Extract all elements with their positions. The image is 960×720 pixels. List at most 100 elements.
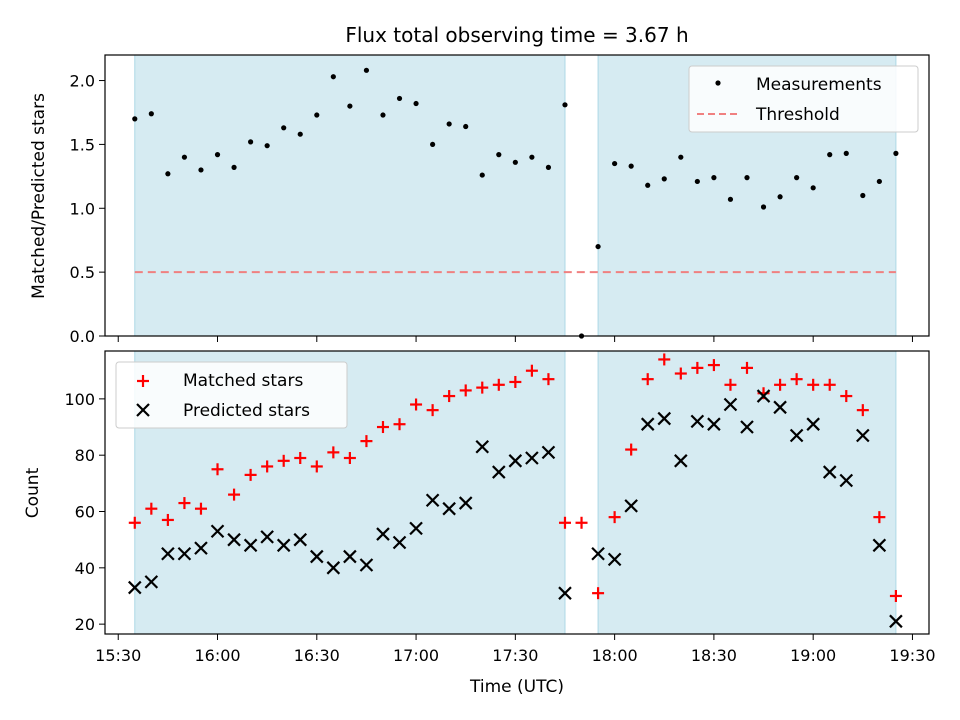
matched-star-point [426, 404, 439, 417]
matched-star-point [161, 513, 174, 526]
measurement-point [612, 160, 618, 167]
measurement-point [860, 192, 866, 199]
matched-star-point [840, 390, 853, 403]
measurement-point [479, 172, 485, 178]
count-series [128, 353, 903, 629]
predicted-star-point [806, 417, 820, 431]
matched-star-point [790, 373, 803, 386]
measurement-point [297, 131, 303, 137]
matched-star-point [625, 443, 638, 456]
matched-star-point [393, 418, 406, 431]
matched-star-point [542, 373, 555, 386]
predicted-star-point [740, 420, 754, 434]
y-tick-label: 80 [75, 446, 95, 465]
measurement-point [678, 154, 684, 160]
matched-star-point [194, 502, 207, 515]
matched-star-point [774, 378, 787, 391]
measurement-point [181, 154, 188, 160]
legend-predicted-label: Predicted stars [183, 401, 310, 421]
measurement-point [512, 159, 518, 165]
measurement-point [330, 74, 336, 80]
y-tick-label: 1.0 [70, 199, 95, 218]
predicted-star-point [359, 558, 374, 572]
predicted-star-point [458, 496, 473, 510]
predicted-star-point [558, 586, 572, 600]
x-tick-label: 15:30 [95, 646, 141, 665]
chart-title: Flux total observing time = 3.67 h [345, 23, 688, 47]
y-tick-label: 0.5 [70, 263, 95, 282]
legend-threshold-label: Threshold [755, 105, 840, 125]
predicted-star-point [591, 546, 605, 561]
predicted-star-point [872, 538, 887, 553]
matched-star-point [724, 378, 737, 391]
measurement-point [231, 164, 237, 170]
matched-star-point [459, 384, 472, 397]
measurement-point [413, 100, 419, 107]
predicted-star-point [392, 535, 407, 550]
predicted-star-point [889, 614, 903, 629]
top-legend-box [688, 65, 919, 133]
predicted-star-point [177, 546, 192, 561]
y-tick-label: 20 [75, 615, 95, 634]
matched-star-point [261, 460, 274, 473]
top-panel-axes: 0.0 0.5 1.0 1.5 2.0 [70, 72, 913, 346]
measurement-point [165, 171, 171, 177]
predicted-star-point [161, 546, 175, 561]
matched-star-point [707, 359, 720, 372]
predicted-star-point [541, 445, 556, 460]
measurement-point [248, 139, 254, 145]
measurement-point [694, 178, 700, 185]
measurement-point [595, 243, 601, 250]
matched-star-point [327, 446, 340, 459]
matched-star-point [228, 488, 241, 501]
matched-star-point [376, 421, 389, 434]
bottom-panel-frame [104, 350, 930, 635]
matched-star-point [360, 435, 373, 448]
x-tick-label: 17:00 [393, 646, 439, 665]
matched-star-point [641, 373, 654, 386]
predicted-star-point [243, 538, 258, 553]
ratio-series [132, 67, 899, 339]
matched-star-point [575, 516, 588, 529]
observing-interval [597, 350, 897, 635]
y-tick-label: 0.0 [70, 327, 95, 346]
x-tick-label: 16:00 [194, 646, 240, 665]
matched-star-point [277, 454, 290, 467]
measurement-point [396, 95, 403, 102]
bottom-panel: 15:30 16:00 16:30 17:00 17:30 18:00 18:30 19:00… [23, 350, 936, 665]
predicted-star-point [442, 501, 456, 516]
matched-star-point [807, 378, 820, 391]
predicted-star-point [657, 411, 672, 426]
matched-star-point [410, 398, 423, 411]
y-tick-label: 60 [75, 503, 95, 522]
predicted-star-point [210, 524, 225, 538]
measurement-point [148, 111, 154, 117]
matched-star-point [525, 364, 538, 377]
measurement-point [132, 116, 138, 122]
measurement-point [529, 154, 535, 160]
measurement-point [562, 102, 568, 108]
measurement-point [893, 150, 899, 156]
y-tick-label: 1.5 [70, 135, 95, 154]
predicted-star-point [492, 465, 506, 479]
x-axis-label: Time (UTC) [469, 677, 564, 697]
matched-star-point [740, 361, 753, 374]
measurement-point [645, 182, 651, 188]
predicted-star-point [409, 521, 423, 536]
measurement-point [380, 112, 386, 118]
matched-star-point [145, 502, 158, 515]
measurement-point [827, 152, 833, 158]
predicted-star-point [773, 400, 787, 415]
legend-matched-marker [137, 375, 149, 387]
x-tick-label: 18:30 [691, 646, 737, 665]
x-tick-label: 16:30 [294, 646, 340, 665]
measurement-point [777, 194, 783, 200]
matched-star-point [889, 589, 902, 602]
x-tick-label: 19:00 [790, 646, 836, 665]
matched-star-point [558, 516, 571, 529]
x-tick-label: 17:30 [492, 646, 538, 665]
predicted-star-point [475, 439, 490, 454]
measurement-point [843, 150, 849, 156]
top-panel-frame [104, 54, 930, 337]
